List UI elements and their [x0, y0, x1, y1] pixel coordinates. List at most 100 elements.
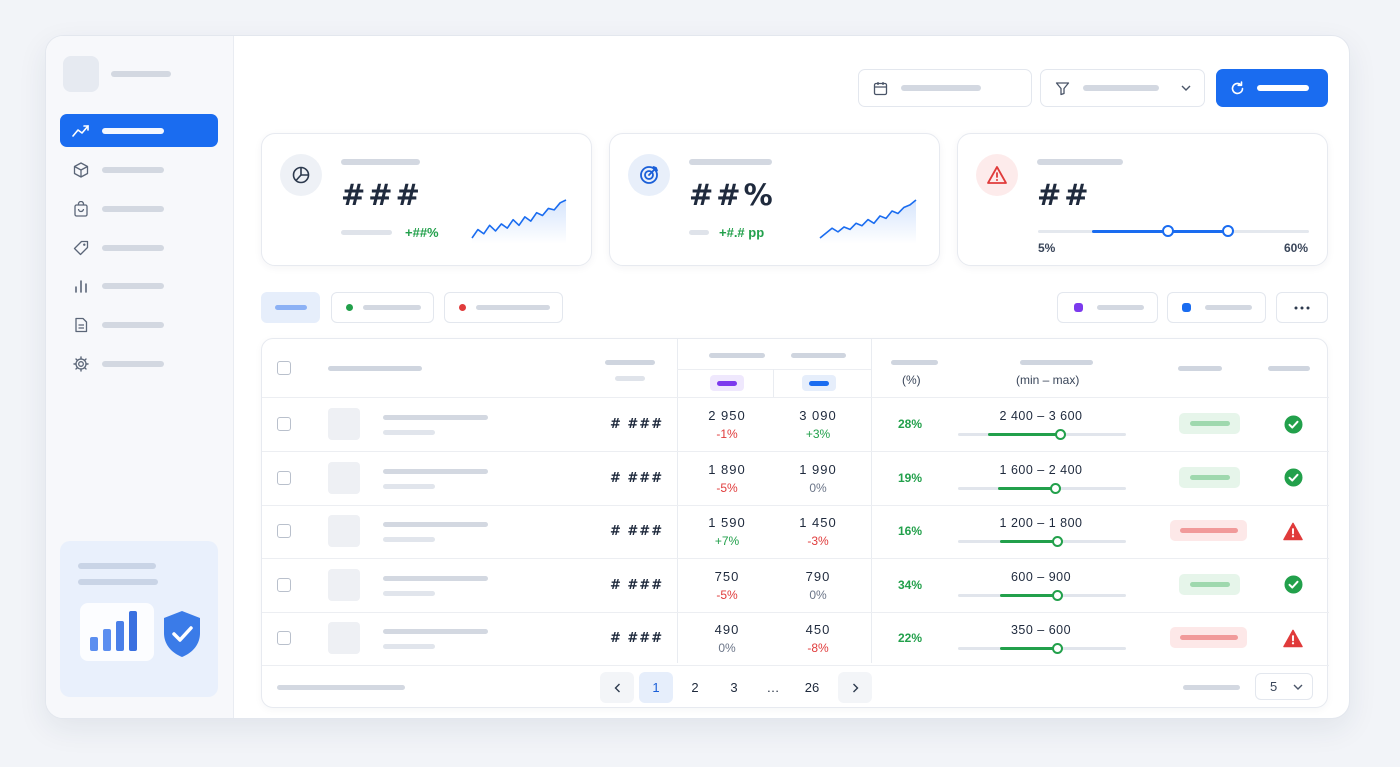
row-subtitle	[383, 590, 435, 596]
row-thumbnail	[328, 515, 360, 547]
prev-page-button[interactable]	[600, 672, 634, 703]
kpi-sublabel	[689, 230, 709, 235]
data-table: (%) (min – max) # ### 2 950 -1% 3 090 +3…	[261, 338, 1329, 708]
header-divider	[262, 397, 1329, 398]
kpi-card-1[interactable]: ### +##%	[261, 133, 592, 266]
kpi-value: ###	[341, 178, 423, 212]
rows-per-page-select[interactable]: 5	[1255, 673, 1313, 700]
alert-triangle-icon	[976, 154, 1018, 196]
column-divider	[677, 339, 678, 663]
row-title	[383, 415, 488, 420]
series-a-value: 750	[714, 568, 740, 584]
refresh-label	[1257, 85, 1309, 91]
column-header-series-b[interactable]	[791, 353, 846, 358]
refresh-button[interactable]	[1216, 69, 1328, 107]
row-id: # ###	[610, 577, 664, 593]
results-count	[277, 685, 405, 690]
app-title-placeholder	[111, 71, 171, 77]
row-checkbox[interactable]	[277, 631, 291, 645]
table-row[interactable]: # ### 750 -5% 790 0% 34% 600 – 900	[262, 559, 1329, 613]
kpi-sublabel	[341, 230, 392, 235]
legend-series-a[interactable]	[1057, 292, 1158, 323]
sidebar-item-analytics[interactable]	[60, 114, 218, 147]
range-bar-marker	[1052, 643, 1063, 654]
filter-icon	[1055, 81, 1070, 96]
table-row[interactable]: # ### 1 590 +7% 1 450 -3% 16% 1 200 – 1 …	[262, 505, 1329, 559]
column-header-status[interactable]	[1268, 366, 1310, 371]
sidebar-item-orders[interactable]	[60, 192, 218, 225]
table-row[interactable]: # ### 1 890 -5% 1 990 0% 19% 1 600 – 2 4…	[262, 452, 1329, 506]
kpi-card-3[interactable]: ## 5% 60%	[957, 133, 1328, 266]
chevron-left-icon	[614, 683, 620, 692]
page-3-button[interactable]: 3	[730, 680, 738, 695]
filter-value	[1083, 85, 1159, 91]
sparkline-line	[819, 199, 917, 239]
column-header-share[interactable]	[891, 360, 938, 365]
chip-all[interactable]	[261, 292, 320, 323]
kpi-sparkline	[819, 199, 917, 244]
row-subtitle	[383, 430, 435, 435]
range-bar-fill	[1000, 647, 1057, 650]
header-subdivider	[677, 369, 871, 370]
row-id: # ###	[610, 417, 664, 432]
range-bar	[958, 482, 1126, 494]
kpi-label	[1037, 159, 1123, 165]
range-bar-marker	[1055, 429, 1066, 440]
table-row[interactable]: # ### 2 950 -1% 3 090 +3% 28% 2 400 – 3 …	[262, 398, 1329, 452]
next-page-button[interactable]	[838, 672, 872, 703]
row-title	[383, 522, 488, 527]
chip-status-alert[interactable]	[444, 292, 563, 323]
sidebar-item-settings[interactable]	[60, 347, 218, 380]
row-checkbox[interactable]	[277, 524, 291, 538]
column-header-id[interactable]	[605, 360, 655, 365]
range-slider-fill	[1092, 230, 1227, 233]
red-dot-icon	[459, 304, 466, 311]
chip-status-ok[interactable]	[331, 292, 434, 323]
legend-series-b[interactable]	[1167, 292, 1266, 323]
column-header-series-a[interactable]	[709, 353, 765, 358]
kpi-card-2[interactable]: ##% +#.# pp	[609, 133, 940, 266]
sidebar-item-documents[interactable]	[60, 308, 218, 341]
sparkline-line	[471, 199, 567, 239]
column-header-badge[interactable]	[1178, 366, 1222, 371]
sidebar	[46, 36, 234, 718]
refresh-icon	[1230, 80, 1245, 96]
row-checkbox[interactable]	[277, 417, 291, 431]
chevron-right-icon	[852, 683, 858, 692]
column-header-name[interactable]	[328, 366, 422, 371]
range-slider[interactable]	[1038, 225, 1309, 237]
range-bar	[958, 429, 1126, 440]
row-divider	[262, 504, 1329, 506]
series-b-value: 3 090	[799, 408, 837, 423]
row-checkbox[interactable]	[277, 470, 291, 485]
kpi-value: ##%	[689, 178, 776, 212]
sidebar-item-tags[interactable]	[60, 231, 218, 264]
sidebar-item-reports[interactable]	[60, 269, 218, 302]
series-b-value: 450	[805, 622, 831, 637]
series-b-value: 1 990	[799, 461, 837, 477]
series-a-value: 1 890	[708, 461, 746, 477]
table-row[interactable]: # ### 490 0% 450 -8% 22% 350 – 600	[262, 612, 1329, 666]
row-checkbox[interactable]	[277, 577, 291, 592]
date-range-picker[interactable]	[858, 69, 1032, 107]
range-slider-max-handle[interactable]	[1222, 225, 1234, 237]
more-options-button[interactable]	[1276, 292, 1328, 323]
select-all-checkbox[interactable]	[277, 361, 291, 375]
page-2-button[interactable]: 2	[691, 680, 699, 695]
promo-card[interactable]	[60, 541, 218, 697]
filter-dropdown[interactable]	[1040, 69, 1205, 107]
page-1-button[interactable]: 1	[639, 672, 673, 703]
column-header-range[interactable]	[1020, 360, 1093, 365]
kpi-label	[341, 159, 420, 165]
shield-check-icon	[164, 611, 200, 657]
sidebar-item-label	[102, 282, 164, 289]
sidebar-item-label	[102, 127, 164, 134]
chip-label	[1097, 305, 1144, 310]
sidebar-item-products[interactable]	[60, 153, 218, 186]
sidebar-item-label	[102, 321, 164, 328]
page-26-button[interactable]: 26	[804, 680, 820, 695]
sidebar-item-label	[102, 360, 164, 367]
range-text: 350 – 600	[1010, 623, 1072, 637]
series-a-change: -5%	[716, 587, 738, 602]
range-slider-min-handle[interactable]	[1162, 225, 1174, 237]
